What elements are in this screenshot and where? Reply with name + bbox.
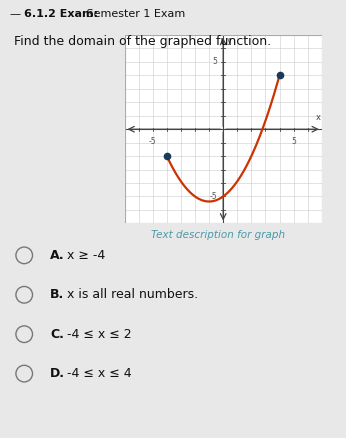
Text: -4 ≤ x ≤ 2: -4 ≤ x ≤ 2	[67, 328, 132, 341]
Text: Find the domain of the graphed function.: Find the domain of the graphed function.	[14, 35, 271, 48]
Text: x is all real numbers.: x is all real numbers.	[67, 288, 199, 301]
Text: B.: B.	[50, 288, 64, 301]
Text: -5: -5	[210, 192, 218, 201]
Text: 5: 5	[213, 57, 218, 67]
Text: Semester 1 Exam: Semester 1 Exam	[83, 9, 185, 19]
Text: A.: A.	[50, 249, 65, 262]
Text: x: x	[315, 113, 320, 123]
Text: D.: D.	[50, 367, 65, 380]
Text: —: —	[10, 9, 25, 19]
Text: 5: 5	[291, 137, 296, 146]
Text: y: y	[227, 36, 232, 46]
Text: x ≥ -4: x ≥ -4	[67, 249, 106, 262]
Text: 6.1.2 Exam:: 6.1.2 Exam:	[24, 9, 98, 19]
Text: -5: -5	[149, 137, 156, 146]
Text: Text description for graph: Text description for graph	[151, 230, 285, 240]
Text: C.: C.	[50, 328, 64, 341]
Text: -4 ≤ x ≤ 4: -4 ≤ x ≤ 4	[67, 367, 132, 380]
